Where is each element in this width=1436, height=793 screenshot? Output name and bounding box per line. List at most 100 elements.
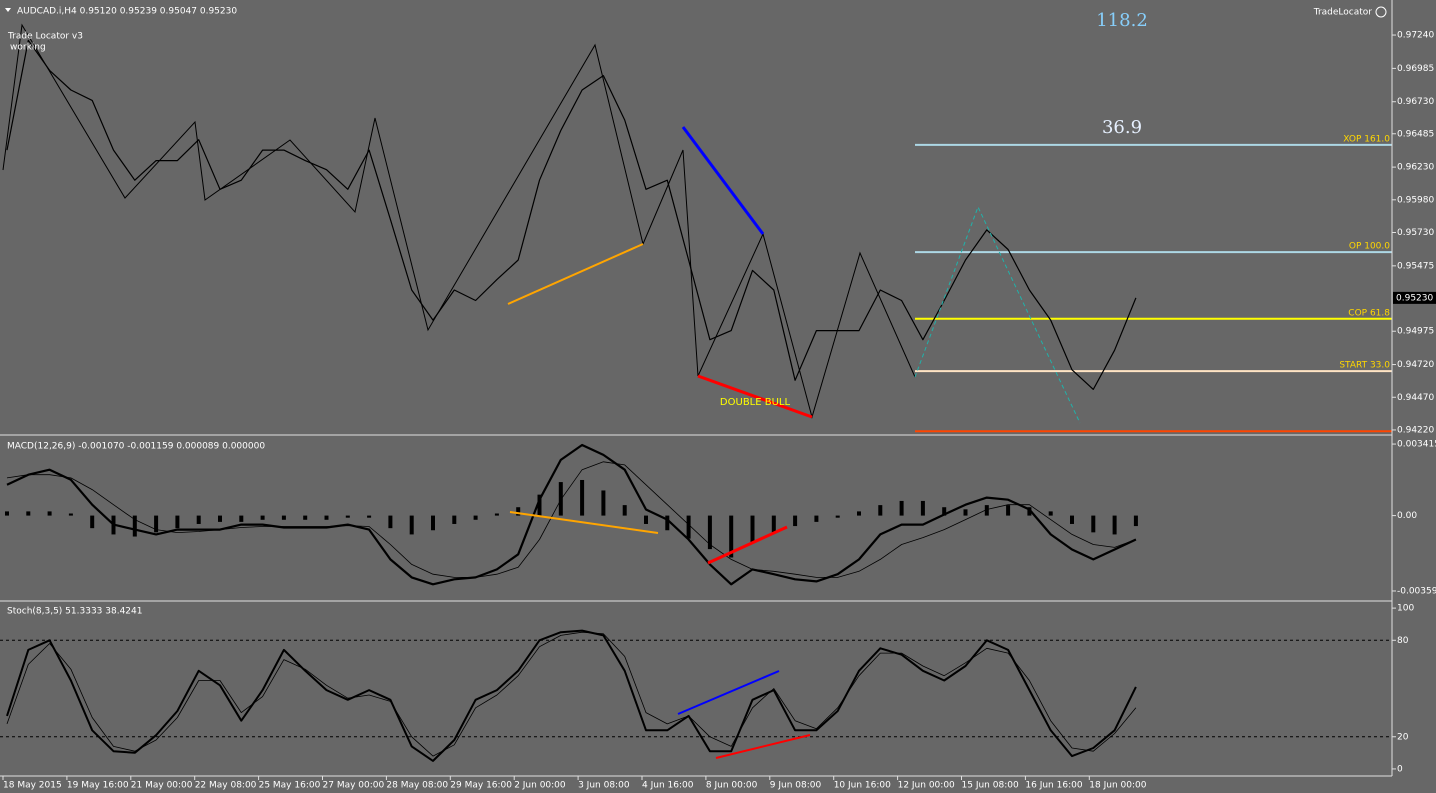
x-tick-label: 27 May 00:00 [323,781,385,791]
histogram-bar [281,515,286,520]
trend-line [507,243,644,305]
y-tick-label: 0.95730 [1397,228,1434,238]
histogram-bar [665,515,670,531]
y-tick-label: 0.95475 [1397,261,1434,271]
histogram-bar [345,515,350,518]
histogram-bar [1070,515,1074,524]
y-tick-label: 0.96230 [1397,163,1434,173]
histogram-bar [793,515,798,527]
histogram-bar [984,505,989,516]
y-tick-label: 0.96485 [1397,129,1434,139]
y-tick-label: 20 [1397,732,1409,742]
level-label: COP 61.8 [1348,308,1390,318]
histogram-bar [431,515,435,531]
x-tick-label: 3 Jun 08:00 [578,781,630,791]
series-line [6,39,1137,390]
histogram-bar [473,515,478,520]
y-tick-label: 0.97240 [1397,31,1434,41]
histogram-bar [750,515,755,543]
histogram-bar [835,515,840,518]
histogram-bar [814,515,819,522]
series-line [6,443,1137,586]
y-tick-label: 0.94470 [1397,393,1434,403]
histogram-bar [644,515,648,524]
chart-title: AUDCAD.i,H4 0.95120 0.95239 0.95047 0.95… [17,7,237,17]
histogram-bar [260,515,265,520]
histogram-bar [920,500,925,516]
x-tick-label: 18 May 2015 [3,781,62,791]
annotation: 36.9 [1102,117,1142,138]
series-line [6,629,1137,762]
indicator-name: Trade Locator v3 [7,32,83,42]
y-tick-label: 0.96985 [1397,64,1434,74]
histogram-bar [516,507,521,516]
current-price-label: 0.95230 [1396,293,1433,303]
x-tick-label: 9 Jun 08:00 [770,781,822,791]
histogram-bar [942,507,947,516]
series-line [6,461,1137,578]
histogram-bar [707,515,712,550]
level-label: START 33.0 [1339,361,1390,371]
histogram-bar [132,515,137,537]
histogram-bar [622,505,627,516]
level-label: XOP 161.0 [1343,134,1390,144]
zigzag [2,23,916,419]
histogram-bar [580,479,585,516]
y-tick-label: 0.00 [1397,511,1417,521]
level-label: OP 100.0 [1349,242,1390,252]
panel-title: Stoch(8,3,5) 51.3333 38.4241 [7,607,142,617]
x-tick-label: 18 Jun 00:00 [1089,781,1146,791]
y-tick-label: 100 [1397,604,1414,614]
current-price-box [1393,291,1436,304]
x-tick-label: 22 May 08:00 [195,781,257,791]
close-icon[interactable] [1375,6,1387,18]
histogram-bar [26,511,31,516]
histogram-bar [218,515,222,522]
y-tick-label: 0.003415 [1397,440,1436,450]
histogram-bar [90,515,95,529]
x-tick-label: 21 May 00:00 [131,781,193,791]
y-tick-label: 0.96730 [1397,97,1434,107]
histogram-bar [409,515,414,535]
histogram-bar [537,494,542,516]
histogram-bar [68,513,73,516]
trend-line [509,511,659,534]
marks: 0.97240 0.96985 0.96730 0.96485 0.96230 0.959… [0,31,1436,791]
histogram-bar [1112,515,1117,535]
histogram-bar [239,515,244,522]
window-label: TradeLocator [1313,8,1373,18]
texts: AUDCAD.i,H4 0.95120 0.95239 0.95047 0.95… [7,7,1372,617]
histogram-bar [878,505,883,516]
series-line [6,631,1137,757]
x-tick-label: 25 May 16:00 [259,781,321,791]
histogram-bar [729,515,734,558]
histogram-bar [5,511,9,516]
y-tick-label: 0 [1397,764,1403,774]
trend-line [707,525,788,565]
histogram-bar [1027,507,1032,516]
histogram-bar [963,509,968,516]
y-tick-label: 0.95980 [1397,195,1434,205]
panel-title: MACD(12,26,9) -0.001070 -0.001159 0.0000… [7,442,265,452]
x-tick-label: 10 Jun 16:00 [834,781,891,791]
y-tick-label: -0.003599 [1397,586,1436,596]
x-tick-label: 12 Jun 00:00 [898,781,955,791]
trend-line [681,126,765,235]
histogram-bar [452,515,457,524]
histogram-bar [47,511,52,516]
histogram-bar [324,515,329,520]
x-tick-label: 19 May 16:00 [67,781,129,791]
histogram-bar [367,515,372,518]
histogram-bar [899,500,904,516]
histogram-bar [1006,505,1011,516]
annotation: DOUBLE BULL [720,397,791,408]
x-tick-label: 28 May 08:00 [386,781,448,791]
histogram-bar [1048,511,1053,516]
histogram-bar [686,515,691,539]
menu-arrow[interactable] [5,8,11,12]
y-tick-label: 0.94720 [1397,360,1434,370]
x-tick-label: 15 Jun 08:00 [962,781,1019,791]
